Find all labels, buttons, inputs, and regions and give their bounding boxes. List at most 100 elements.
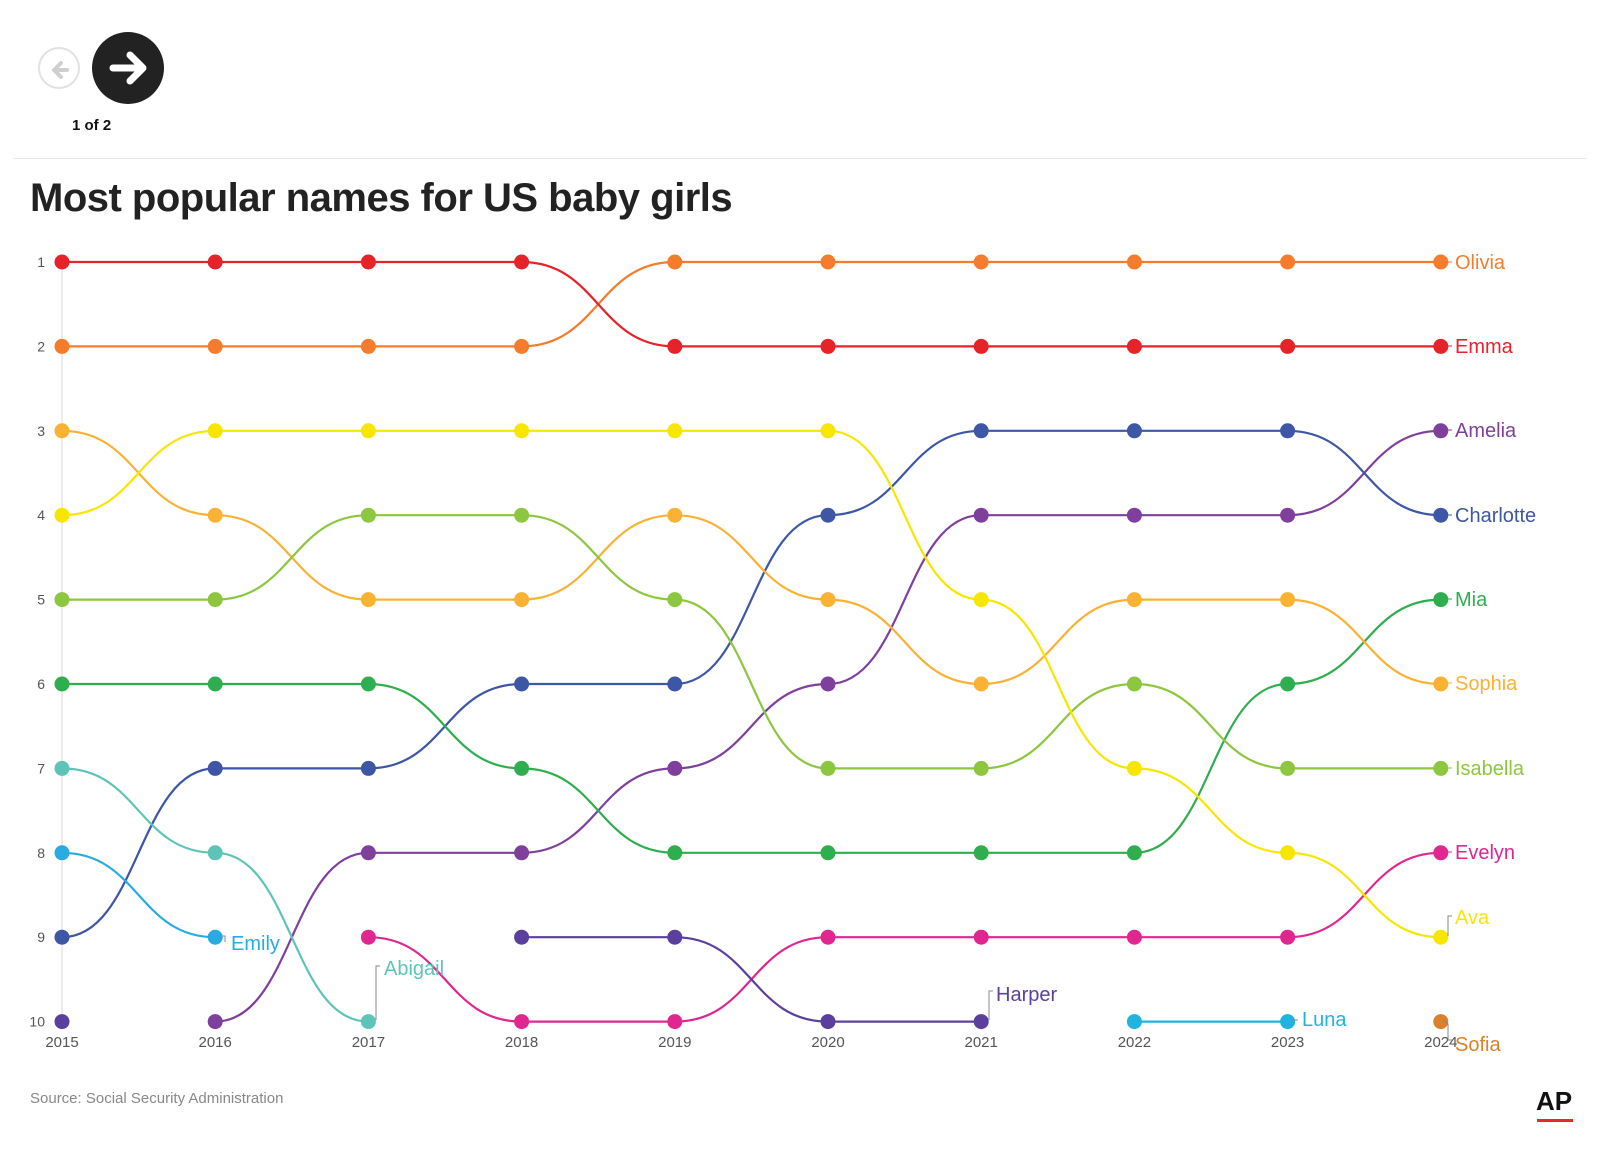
label-leader-ava [1447,915,1452,936]
data-point-sophia [54,423,70,439]
x-tick-label: 2019 [658,1034,691,1051]
data-point-charlotte [514,676,530,692]
data-point-mia [360,676,376,692]
data-point-mia [1280,676,1296,692]
data-point-emma [1433,338,1449,354]
series-label-isabella: Isabella [1455,758,1525,780]
data-point-sofia [1433,1014,1449,1030]
data-point-ava [54,507,70,523]
y-tick-label: 10 [29,1014,45,1030]
series-label-amelia: Amelia [1455,420,1517,442]
data-point-olivia [973,254,989,270]
data-point-isabella [1433,760,1449,776]
data-point-isabella [973,760,989,776]
series-line-harper [521,936,982,1023]
series-label-evelyn: Evelyn [1455,842,1515,864]
carousel-nav: 1 of 2 [38,32,178,142]
data-point-mia [667,845,683,861]
series-label-emma: Emma [1455,336,1514,358]
data-point-abigail [207,845,223,861]
series-label-luna: Luna [1302,1009,1347,1031]
data-point-mia [1433,592,1449,608]
data-point-olivia [667,254,683,270]
data-point-amelia [1280,507,1296,523]
data-point-isabella [667,592,683,608]
series-line-sophia [61,429,1441,686]
arrow-right-icon [109,51,147,85]
data-point-mia [207,676,223,692]
data-point-olivia [1126,254,1142,270]
ap-logo-underline [1537,1119,1573,1122]
data-point-isabella [360,507,376,523]
data-point-charlotte [973,423,989,439]
x-tick-label: 2021 [965,1034,998,1051]
data-point-evelyn [360,929,376,945]
x-tick-label: 2016 [199,1034,232,1051]
data-point-isabella [207,592,223,608]
data-point-emily [207,929,223,945]
data-point-amelia [1126,507,1142,523]
data-point-ava [360,423,376,439]
source-note: Source: Social Security Administration [30,1090,284,1107]
data-point-charlotte [207,760,223,776]
data-point-emma [973,338,989,354]
arrow-left-icon [52,61,69,79]
series-line-emily [61,851,216,939]
series-label-sofia: Sofia [1455,1034,1501,1056]
data-point-sophia [360,592,376,608]
data-point-amelia [514,845,530,861]
data-point-abigail [360,1014,376,1030]
series-label-emily: Emily [231,933,280,955]
previous-button[interactable] [38,47,80,89]
series-line-charlotte [61,429,1441,939]
chart-title: Most popular names for US baby girls [30,176,733,220]
data-point-evelyn [514,1014,530,1030]
data-point-sophia [973,676,989,692]
series-label-abigail: Abigail [384,958,444,980]
next-button[interactable] [92,32,164,104]
series-line-mia [61,598,1441,854]
data-point-evelyn [1280,929,1296,945]
series-label-ava: Ava [1455,907,1490,929]
x-tick-label: 2022 [1118,1034,1151,1051]
data-point-evelyn [1126,929,1142,945]
data-point-ava [1433,929,1449,945]
data-point-abigail [54,760,70,776]
data-point-harper [820,1014,836,1030]
label-leader-sofia [1442,1019,1452,1041]
series-label-mia: Mia [1455,589,1488,611]
data-point-sophia [667,507,683,523]
series-lines [61,260,1441,1023]
y-tick-label: 3 [37,423,45,439]
series-points [54,254,1449,1030]
data-point-amelia [207,1014,223,1030]
data-point-charlotte [54,929,70,945]
data-point-charlotte [1126,423,1142,439]
data-point-sophia [207,507,223,523]
data-point-isabella [1126,676,1142,692]
x-tick-label: 2023 [1271,1034,1304,1051]
data-point-emma [667,338,683,354]
series-line-olivia [62,260,1441,348]
slide-counter: 1 of 2 [72,117,112,134]
data-point-ava [514,423,530,439]
data-point-olivia [820,254,836,270]
data-point-amelia [360,845,376,861]
data-point-harper [973,1014,989,1030]
data-point-charlotte [360,760,376,776]
data-point-charlotte [820,507,836,523]
data-point-amelia [667,760,683,776]
data-point-sophia [820,592,836,608]
series-label-charlotte: Charlotte [1455,505,1536,527]
data-point-olivia [54,338,70,354]
data-point-isabella [54,592,70,608]
data-point-amelia [820,676,836,692]
data-point-ava [973,592,989,608]
data-point-ava [1126,760,1142,776]
data-point-emma [54,254,70,270]
ap-logo: AP [1536,1086,1573,1116]
data-point-sophia [1280,592,1296,608]
y-tick-label: 4 [37,507,45,523]
